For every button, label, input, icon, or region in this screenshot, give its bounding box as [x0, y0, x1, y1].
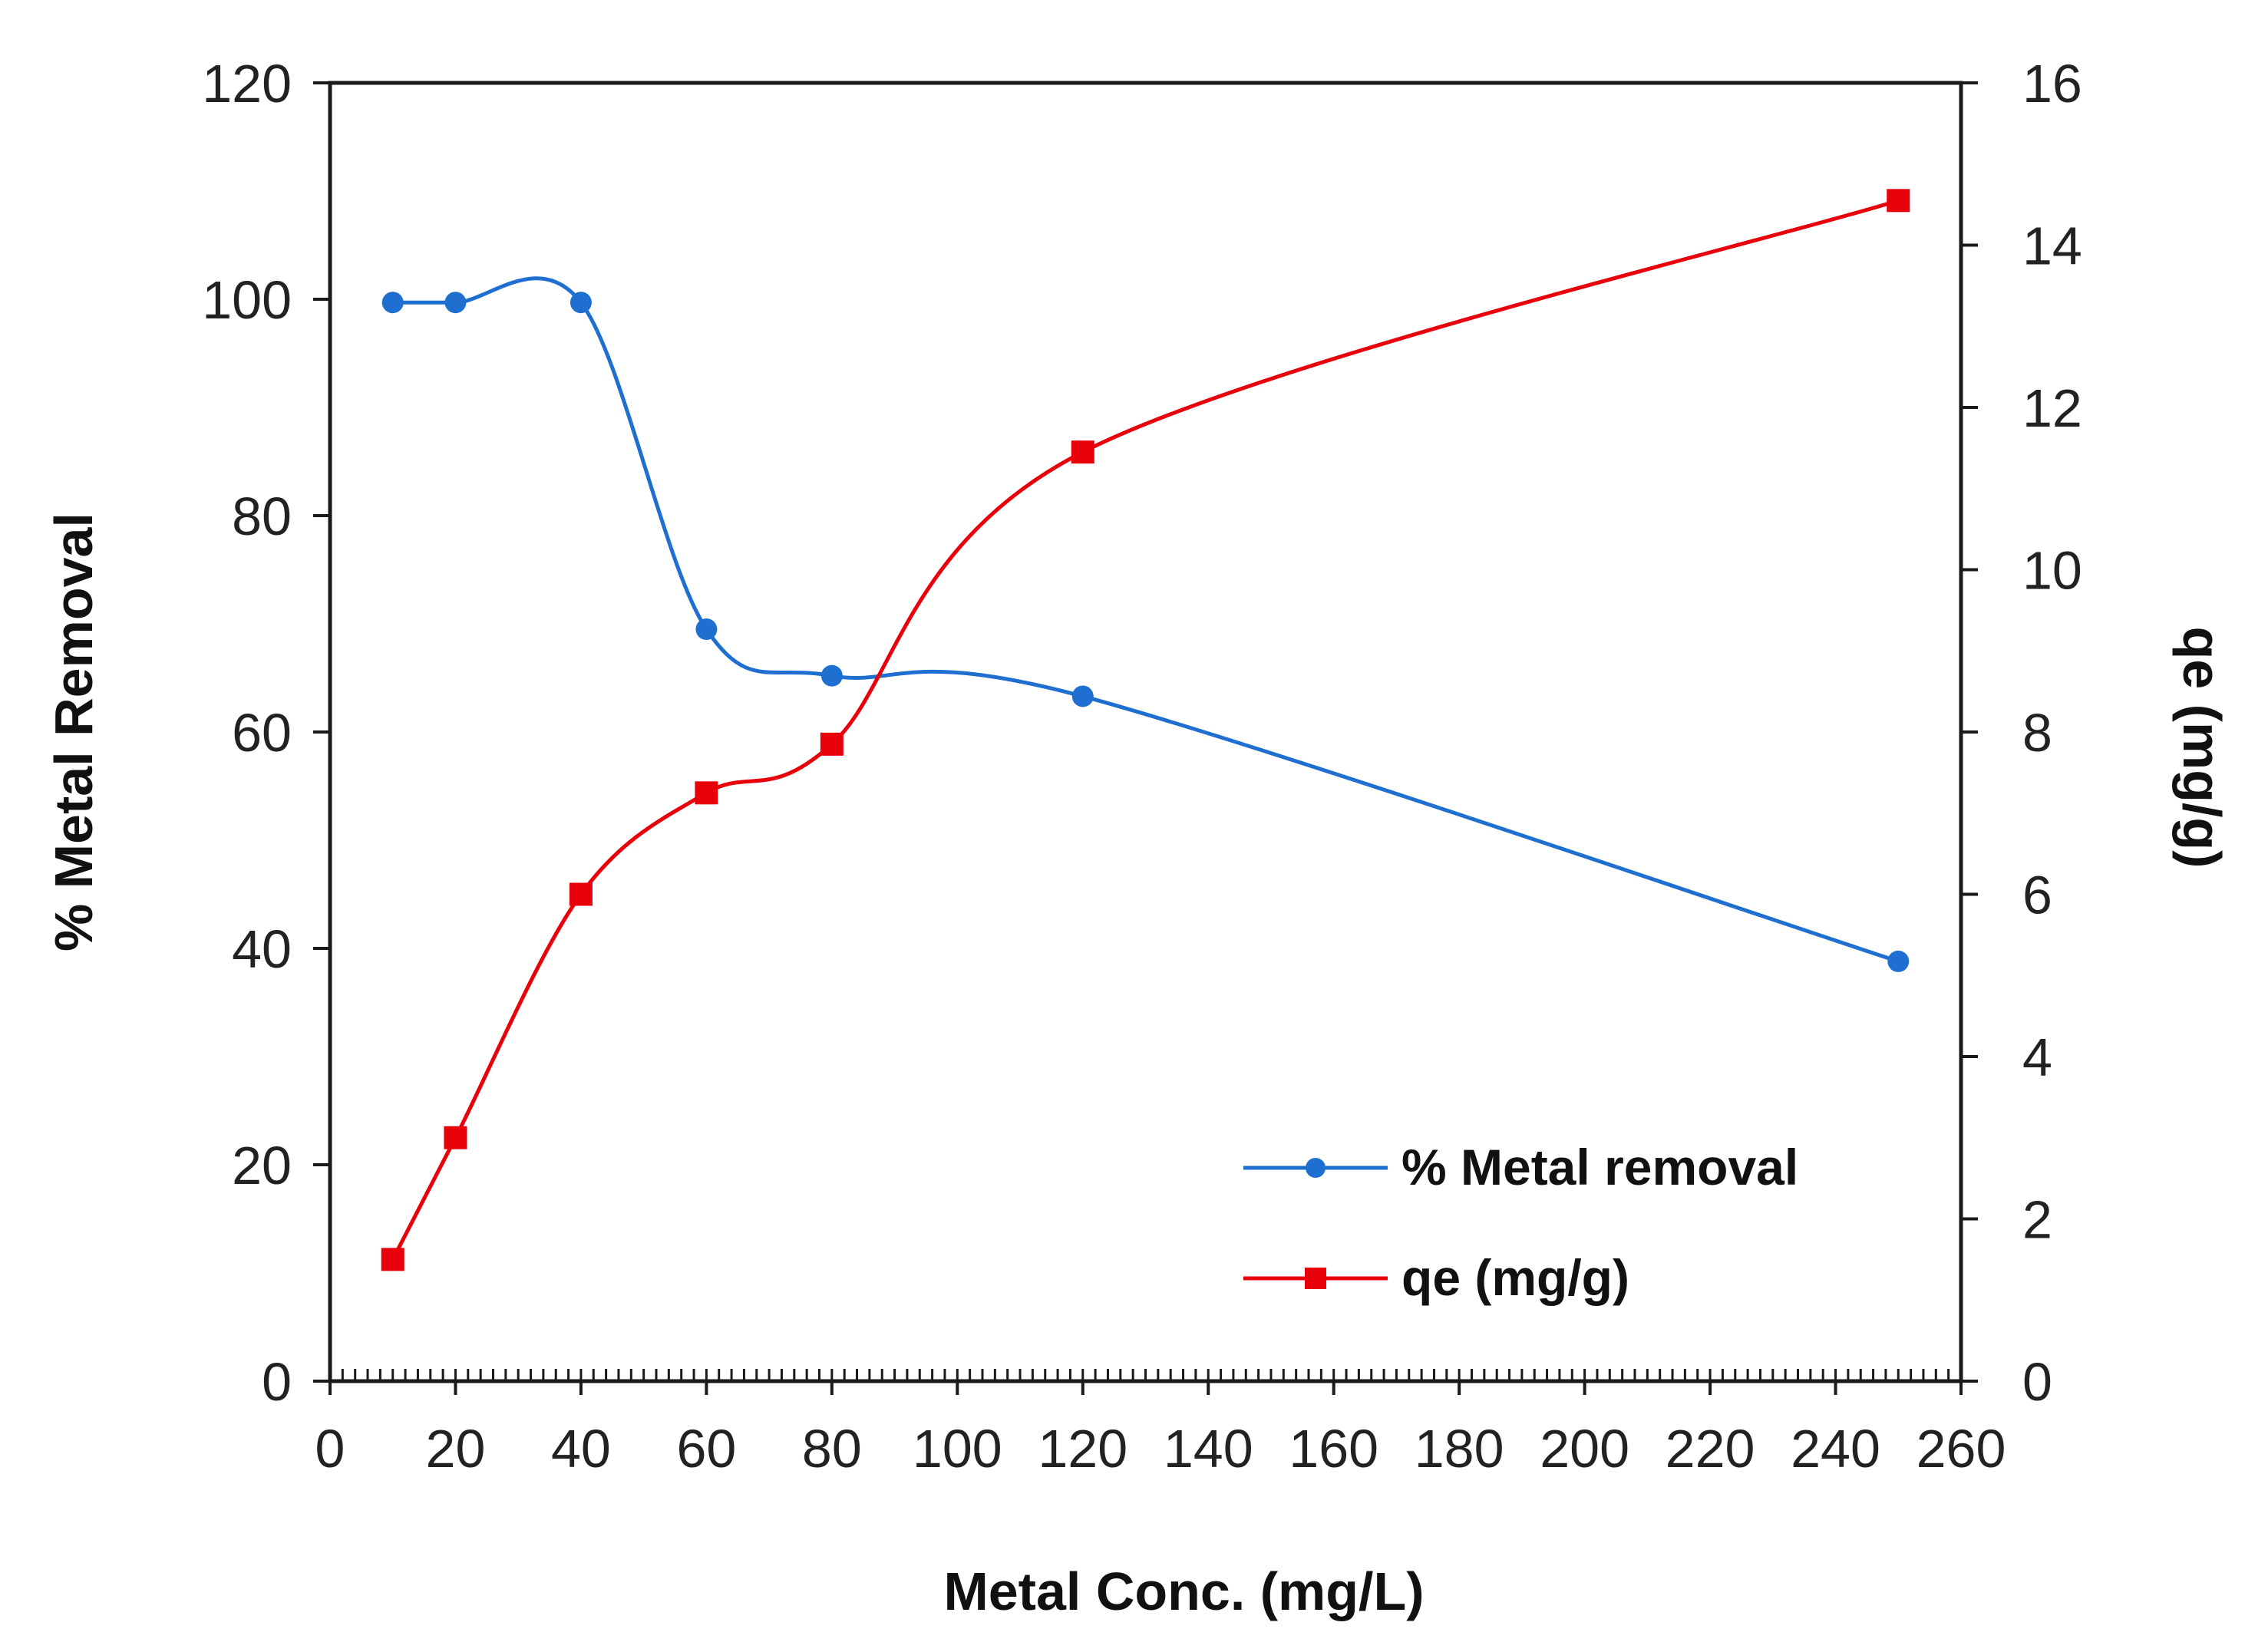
x-minor-ticks — [328, 1369, 1963, 1381]
y2-tick-label: 16 — [2022, 54, 2082, 114]
y2-tick-label: 0 — [2022, 1352, 2052, 1412]
x-tick-label: 240 — [1791, 1419, 1880, 1479]
legend-label-qe: qe (mg/g) — [1401, 1249, 1629, 1306]
y-tick-label: 60 — [232, 703, 292, 763]
x-tick-label: 60 — [676, 1419, 736, 1479]
series-line-metal-removal — [392, 276, 1900, 964]
x-tick-label: 80 — [802, 1419, 862, 1479]
data-point-metal-removal — [820, 664, 843, 687]
legend-marker-metal-removal — [1306, 1158, 1326, 1178]
y2-tick-label: 2 — [2022, 1190, 2052, 1250]
legend: % Metal removal qe (mg/g) — [1243, 1139, 1798, 1306]
data-point-qe — [444, 1126, 467, 1149]
y-tick-label: 40 — [232, 919, 292, 979]
data-point-qe — [820, 732, 844, 756]
x-tick-label: 160 — [1289, 1419, 1378, 1479]
data-point-metal-removal — [1887, 950, 1910, 972]
data-point-metal-removal — [444, 292, 467, 314]
legend-marker-qe — [1305, 1268, 1326, 1289]
data-point-metal-removal — [381, 292, 404, 314]
x-tick-label: 40 — [551, 1419, 611, 1479]
series-line-qe — [391, 198, 1900, 1261]
legend-item-qe: qe (mg/g) — [1243, 1249, 1629, 1306]
data-point-qe — [1887, 189, 1910, 213]
data-point-qe — [1071, 440, 1094, 464]
legend-item-metal-removal: % Metal removal — [1243, 1139, 1798, 1195]
y-tick-label: 100 — [202, 270, 292, 330]
y-tick-label: 0 — [262, 1352, 292, 1412]
y2-tick-label: 12 — [2022, 378, 2082, 438]
y-tick-label: 20 — [232, 1136, 292, 1195]
data-point-qe — [381, 1248, 404, 1271]
x-tick-label: 0 — [315, 1419, 345, 1479]
y2-tick-label: 6 — [2022, 866, 2052, 925]
y2-tick-label: 8 — [2022, 703, 2052, 763]
y2-axis-title: qe (mg/g) — [2172, 627, 2232, 869]
y2-tick-label: 14 — [2022, 216, 2082, 276]
y2-axis-ticks: 0 2 4 6 8 10 12 14 16 — [1961, 54, 2082, 1412]
data-point-metal-removal — [570, 292, 592, 314]
data-point-metal-removal — [695, 618, 718, 641]
legend-label-metal-removal: % Metal removal — [1401, 1139, 1798, 1195]
x-tick-label: 100 — [913, 1419, 1002, 1479]
x-tick-label: 120 — [1038, 1419, 1127, 1479]
x-tick-label: 180 — [1415, 1419, 1504, 1479]
x-tick-label: 220 — [1666, 1419, 1755, 1479]
x-axis-title: Metal Conc. (mg/L) — [943, 1561, 1424, 1621]
series-layer — [381, 189, 1910, 1271]
plot-area — [328, 81, 1963, 1383]
y-tick-label: 80 — [232, 486, 292, 546]
x-tick-label: 20 — [426, 1419, 486, 1479]
x-tick-label: 260 — [1917, 1419, 2006, 1479]
data-point-metal-removal — [1071, 685, 1094, 707]
y-axis-title: % Metal Removal — [44, 513, 104, 951]
x-tick-label: 140 — [1164, 1419, 1253, 1479]
y2-tick-label: 10 — [2022, 541, 2082, 601]
data-point-qe — [569, 882, 593, 906]
x-tick-label: 200 — [1540, 1419, 1629, 1479]
x-axis-ticks: 0 20 40 60 80 100 120 140 160 180 200 220 240 260 — [315, 1381, 2006, 1479]
y-axis-ticks: 0 20 40 60 80 100 120 — [202, 54, 330, 1412]
y-tick-label: 120 — [202, 54, 292, 114]
data-point-qe — [695, 781, 718, 805]
y2-tick-label: 4 — [2022, 1027, 2052, 1087]
